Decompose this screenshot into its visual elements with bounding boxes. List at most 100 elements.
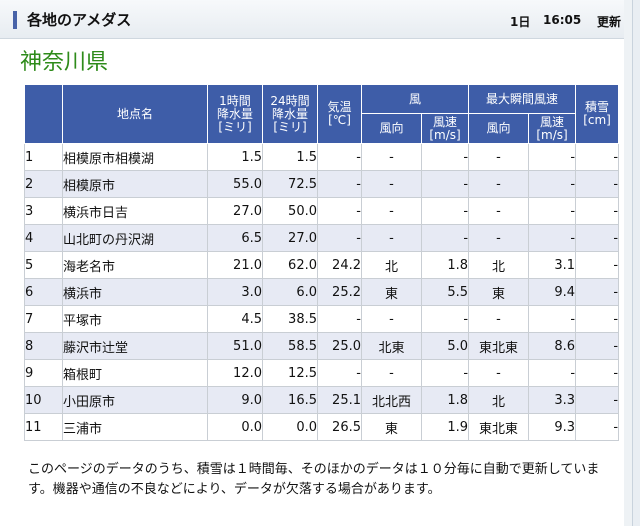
update-time: 16:05 (543, 13, 582, 27)
gust-speed-cell: 8.6 (528, 332, 577, 360)
snow-depth-cell: - (575, 332, 620, 360)
col-header-wind: 風 (360, 84, 470, 114)
col-header-snow: 積雪 [cm] (575, 84, 620, 144)
row-number-cell: 5 (24, 251, 63, 279)
wind-speed-cell: - (420, 305, 470, 333)
gust-direction-cell: - (468, 359, 530, 387)
subheader-wind-speed: 風速 [m/s] (420, 113, 470, 144)
precip-24h-cell: 58.5 (262, 332, 318, 360)
col-header-precip-24h: 24時間 降水量 [ミリ] (262, 84, 318, 144)
table-row: 9 箱根町 12.0 12.5- - - - - - (24, 359, 620, 387)
scrollbar-track[interactable] (624, 0, 632, 526)
gust-speed-cell: 9.4 (528, 278, 577, 306)
row-number-cell: 8 (24, 332, 63, 360)
header-accent-bar (13, 11, 17, 29)
update-date: 1日 (510, 15, 531, 29)
precip-24h-cell: 72.5 (262, 170, 318, 198)
precip-24h-cell: 38.5 (262, 305, 318, 333)
station-name-cell: 三浦市 (62, 413, 208, 441)
temperature-cell: - (317, 359, 362, 387)
precip-24h-cell: 6.0 (262, 278, 318, 306)
snow-depth-cell: - (575, 413, 620, 441)
precip-1h-cell: 51.0 (207, 332, 263, 360)
precip-24h-cell: 0.0 (262, 413, 318, 441)
precip-1h-cell: 12.0 (207, 359, 263, 387)
precip-1h-cell: 55.0 (207, 170, 263, 198)
temperature-cell: - (317, 305, 362, 333)
precip-24h-cell: 16.5 (262, 386, 318, 414)
gust-speed-cell: - (528, 143, 577, 171)
wind-direction-cell: - (361, 359, 422, 387)
snow-depth-cell: - (575, 251, 620, 279)
precip-1h-cell: 27.0 (207, 197, 263, 225)
snow-depth-cell: - (575, 197, 620, 225)
table-row: 7 平塚市 4.5 38.5- - - - - - (24, 305, 620, 333)
precip-1h-cell: 9.0 (207, 386, 263, 414)
precip-1h-cell: 6.5 (207, 224, 263, 252)
col-header-temp: 気温 [℃] (317, 84, 362, 144)
precip-1h-cell: 0.0 (207, 413, 263, 441)
wind-speed-cell: - (420, 359, 470, 387)
gust-speed-cell: 9.3 (528, 413, 577, 441)
snow-depth-cell: - (575, 359, 620, 387)
wind-direction-cell: 北 (361, 251, 422, 279)
temperature-cell: - (317, 197, 362, 225)
snow-depth-cell: - (575, 278, 620, 306)
col-header-number (24, 84, 63, 144)
precip-24h-cell: 1.5 (262, 143, 318, 171)
precip-1h-cell: 1.5 (207, 143, 263, 171)
table-row: 1 相模原市相模湖 1.5 1.5- - - - - - (24, 143, 620, 171)
precip-1h-cell: 21.0 (207, 251, 263, 279)
row-number-cell: 2 (24, 170, 63, 198)
wind-direction-cell: - (361, 305, 422, 333)
station-name-cell: 藤沢市辻堂 (62, 332, 208, 360)
wind-speed-cell: 1.9 (420, 413, 470, 441)
gust-direction-cell: - (468, 305, 530, 333)
wind-direction-cell: 北北西 (361, 386, 422, 414)
wind-speed-cell: - (420, 143, 470, 171)
wind-speed-cell: 5.0 (420, 332, 470, 360)
subheader-wind-direction: 風向 (361, 113, 422, 144)
station-name-cell: 平塚市 (62, 305, 208, 333)
col-header-name: 地点名 (62, 84, 208, 144)
station-name-cell: 山北町の丹沢湖 (62, 224, 208, 252)
footnote: このページのデータのうち、積雪は１時間毎、そのほかのデータは１０分毎に自動で更新… (28, 462, 600, 497)
row-number-cell: 7 (24, 305, 63, 333)
row-number-cell: 11 (24, 413, 63, 441)
col-header-gust: 最大瞬間風速 (468, 84, 577, 114)
row-number-cell: 6 (24, 278, 63, 306)
table-row: 4 山北町の丹沢湖 6.5 27.0- - - - - - (24, 224, 620, 252)
wind-speed-cell: - (420, 197, 470, 225)
table-row: 2 相模原市 55.0 72.5- - - - - - (24, 170, 620, 198)
gust-direction-cell: - (468, 197, 530, 225)
temperature-cell: 24.2 (317, 251, 362, 279)
station-name-cell: 海老名市 (62, 251, 208, 279)
precip-1h-cell: 4.5 (207, 305, 263, 333)
wind-direction-cell: - (361, 197, 422, 225)
prefecture-title: 神奈川県 (20, 50, 109, 75)
temperature-cell: 25.0 (317, 332, 362, 360)
col-header-precip-1h: 1時間 降水量 [ミリ] (207, 84, 263, 144)
subheader-gust-speed: 風速 [m/s] (528, 113, 577, 144)
station-name-cell: 相模原市 (62, 170, 208, 198)
table-row: 8 藤沢市辻堂 51.0 58.5 25.0 北東 5.0 東北東 8.6- (24, 332, 620, 360)
temperature-cell: 25.1 (317, 386, 362, 414)
wind-direction-cell: 東 (361, 413, 422, 441)
station-name-cell: 横浜市 (62, 278, 208, 306)
snow-depth-cell: - (575, 143, 620, 171)
wind-speed-cell: - (420, 224, 470, 252)
panel-title: 各地のアメダス (27, 11, 132, 29)
panel-header: 各地のアメダス 1日 16:05 更新 (0, 0, 632, 39)
subheader-gust-direction: 風向 (468, 113, 530, 144)
precip-24h-cell: 27.0 (262, 224, 318, 252)
temperature-cell: - (317, 224, 362, 252)
precip-1h-cell: 3.0 (207, 278, 263, 306)
station-name-cell: 小田原市 (62, 386, 208, 414)
row-number-cell: 4 (24, 224, 63, 252)
gust-speed-cell: - (528, 170, 577, 198)
wind-direction-cell: - (361, 143, 422, 171)
wind-direction-cell: - (361, 170, 422, 198)
snow-depth-cell: - (575, 170, 620, 198)
row-number-cell: 10 (24, 386, 63, 414)
